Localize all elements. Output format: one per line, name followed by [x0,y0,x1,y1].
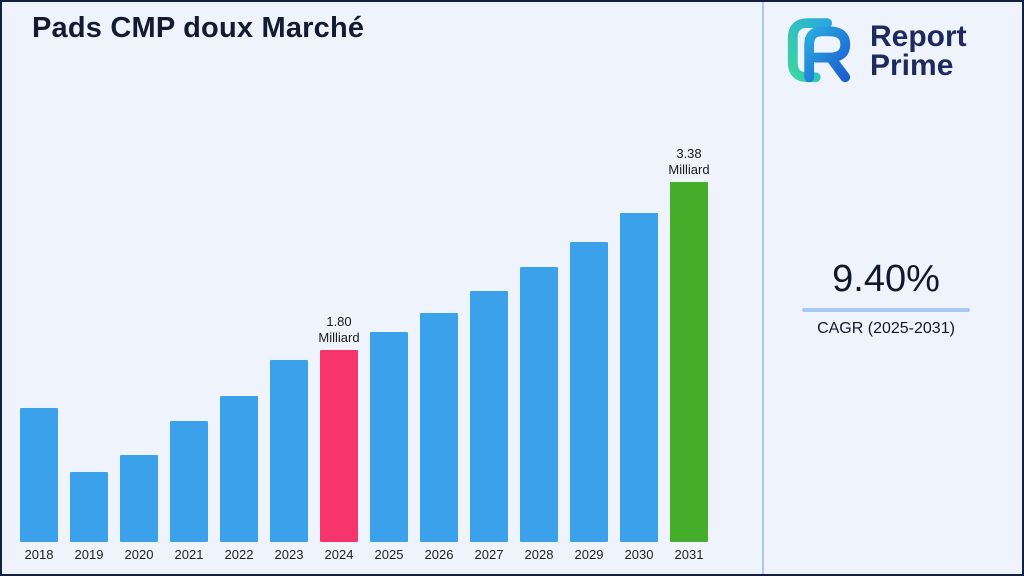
bar-group: 2025 [370,332,408,562]
x-tick-label: 2027 [474,547,504,562]
bar-2027 [470,291,508,542]
cagr-panel: 9.40% CAGR (2025-2031) [802,258,970,338]
bar-value-label: 3.38 Milliard [668,145,710,177]
bar-group: 2020 [120,455,158,562]
bar-group: 2030 [620,213,658,562]
x-tick-label: 2020 [124,547,154,562]
bar-2020 [120,455,158,542]
x-tick-label: 2026 [424,547,454,562]
bar-group: 1.80 Milliard 2024 [318,313,360,563]
page-title: Pads CMP doux Marché [32,12,365,44]
logo-word-report: Report [870,19,967,53]
bar-group: 2029 [570,242,608,562]
x-tick-label: 2028 [524,547,554,562]
x-tick-label: 2022 [224,547,254,562]
x-tick-label: 2018 [24,547,54,562]
bar-2024 [320,350,358,542]
bar-group: 2019 [70,472,108,562]
x-tick-label: 2031 [674,547,704,562]
vertical-divider [762,2,764,574]
x-tick-label: 2025 [374,547,404,562]
report-prime-logo-text: Report Prime [870,19,967,82]
bar-2029 [570,242,608,542]
cagr-value: 9.40% [832,258,940,300]
report-prime-logo: Report Prime [778,10,967,92]
bar-2022 [220,396,258,542]
bar-2023 [270,360,308,542]
bar-2021 [170,421,208,542]
bar-group: 2023 [270,360,308,562]
x-tick-label: 2023 [274,547,304,562]
bar-2019 [70,472,108,542]
bar-2026 [420,313,458,542]
bar-group: 2022 [220,396,258,562]
bar-group: 2027 [470,291,508,562]
x-tick-label: 2024 [324,547,354,562]
bar-2028 [520,267,558,542]
bar-group: 2018 [20,408,58,562]
bar-group: 2021 [170,421,208,562]
bar-group: 2028 [520,267,558,562]
bar-value-label: 1.80 Milliard [318,313,360,345]
bar-2030 [620,213,658,542]
bar-group: 2026 [420,313,458,562]
x-tick-label: 2029 [574,547,604,562]
x-tick-label: 2030 [624,547,654,562]
bar-2025 [370,332,408,542]
bar-group: 3.38 Milliard 2031 [668,145,710,563]
report-prime-logo-icon [787,18,851,83]
logo-word-prime: Prime [870,49,954,82]
bar-chart: 2018 2019 2020 2021 2022 2023 1.80 Milliard 202… [20,145,710,563]
x-tick-label: 2019 [74,547,104,562]
bar-2031 [670,182,708,542]
x-tick-label: 2021 [174,547,204,562]
cagr-underline [802,308,970,312]
cagr-label: CAGR (2025-2031) [817,320,955,337]
bar-2018 [20,408,58,542]
